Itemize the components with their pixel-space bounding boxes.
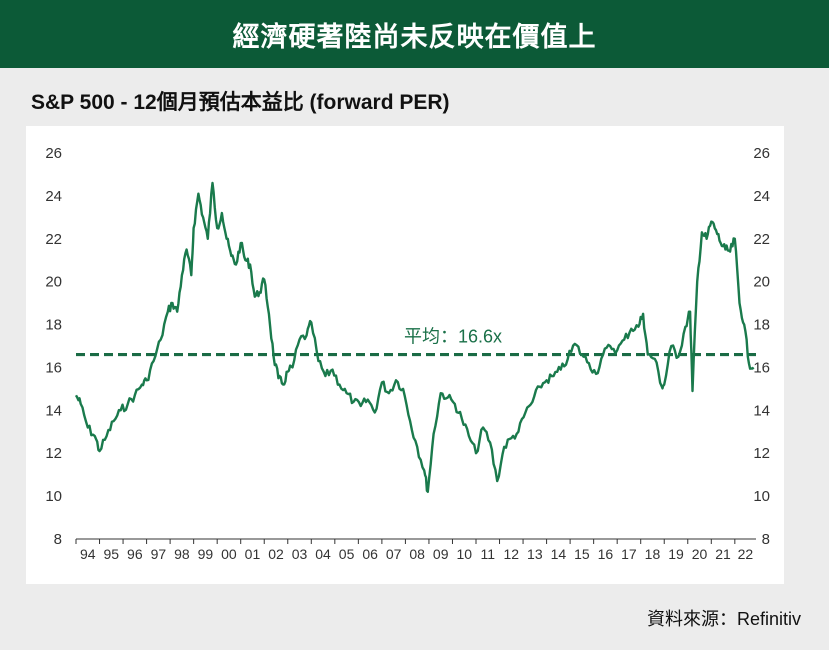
x-tick-label: 08 [409, 546, 425, 562]
x-tick-label: 09 [433, 546, 449, 562]
x-tick-label: 99 [198, 546, 214, 562]
y-tick-label-left: 12 [45, 445, 62, 462]
x-tick-label: 02 [268, 546, 284, 562]
series-line [74, 181, 755, 493]
y-tick-label-left: 10 [45, 488, 62, 505]
x-tick-label: 18 [645, 546, 661, 562]
x-tick-label: 17 [621, 546, 637, 562]
y-tick-label-right: 8 [762, 531, 770, 548]
y-tick-label-right: 14 [753, 402, 770, 419]
y-tick-label-right: 10 [753, 488, 770, 505]
y-tick-label-right: 18 [753, 317, 770, 334]
x-tick-label: 03 [292, 546, 308, 562]
x-axis: 94 95 96 97 98 99 00 01 02 03 04 05 06 07 08 09 10 11 12 13… [75, 538, 756, 562]
y-tick-label-left: 24 [45, 188, 62, 205]
x-tick-label: 97 [151, 546, 167, 562]
chart-panel: 26 24 22 20 18 16 14 12 10 8 26 24 22 20 18 16 14 12 10 8 … [26, 126, 784, 584]
x-tick-label: 13 [527, 546, 543, 562]
x-tick-label: 96 [127, 546, 143, 562]
x-tick-label: 01 [245, 546, 261, 562]
banner-title: 經濟硬著陸尚未反映在價值上 [232, 21, 597, 53]
x-tick-label: 14 [551, 546, 567, 562]
series-group [74, 181, 755, 493]
x-tick-label: 06 [362, 546, 378, 562]
x-tick-label: 07 [386, 546, 402, 562]
y-axis-right: 26 24 22 20 18 16 14 12 10 8 [753, 145, 770, 548]
y-tick-label-left: 8 [54, 531, 62, 548]
x-tick-label: 04 [315, 546, 331, 562]
source-note: 資料來源：Refinitiv [646, 609, 801, 629]
average-group: 平均：16.6x [76, 327, 756, 357]
x-tick-label: 10 [456, 546, 472, 562]
chart-title: S&P 500 - 12個月預估本益比 (forward PER) [31, 91, 450, 114]
x-tick-label: 22 [738, 546, 754, 562]
y-tick-label-right: 12 [753, 445, 770, 462]
y-tick-label-right: 16 [753, 359, 770, 376]
y-tick-label-left: 20 [45, 274, 62, 291]
y-axis-left: 26 24 22 20 18 16 14 12 10 8 [45, 145, 62, 548]
y-tick-label-left: 16 [45, 359, 62, 376]
x-tick-label: 94 [80, 546, 96, 562]
x-tick-label: 00 [221, 546, 237, 562]
x-tick-label: 95 [104, 546, 120, 562]
x-tick-label: 20 [692, 546, 708, 562]
y-tick-label-right: 26 [753, 145, 770, 162]
x-tick-label: 11 [480, 546, 495, 562]
y-tick-label-left: 22 [45, 231, 62, 248]
y-tick-label-right: 24 [753, 188, 770, 205]
x-tick-label: 98 [174, 546, 190, 562]
y-tick-label-left: 14 [45, 402, 62, 419]
x-tick-label: 19 [668, 546, 684, 562]
x-tick-label: 12 [504, 546, 520, 562]
x-tick-label: 16 [598, 546, 614, 562]
y-tick-label-right: 20 [753, 274, 770, 291]
x-tick-label: 05 [339, 546, 355, 562]
average-label: 平均：16.6x [404, 327, 502, 347]
y-tick-label-left: 18 [45, 317, 62, 334]
y-tick-label-left: 26 [45, 145, 62, 162]
x-tick-label: 15 [574, 546, 590, 562]
x-tick-label: 21 [715, 546, 731, 562]
y-tick-label-right: 22 [753, 231, 770, 248]
banner: 經濟硬著陸尚未反映在價值上 [0, 0, 829, 68]
